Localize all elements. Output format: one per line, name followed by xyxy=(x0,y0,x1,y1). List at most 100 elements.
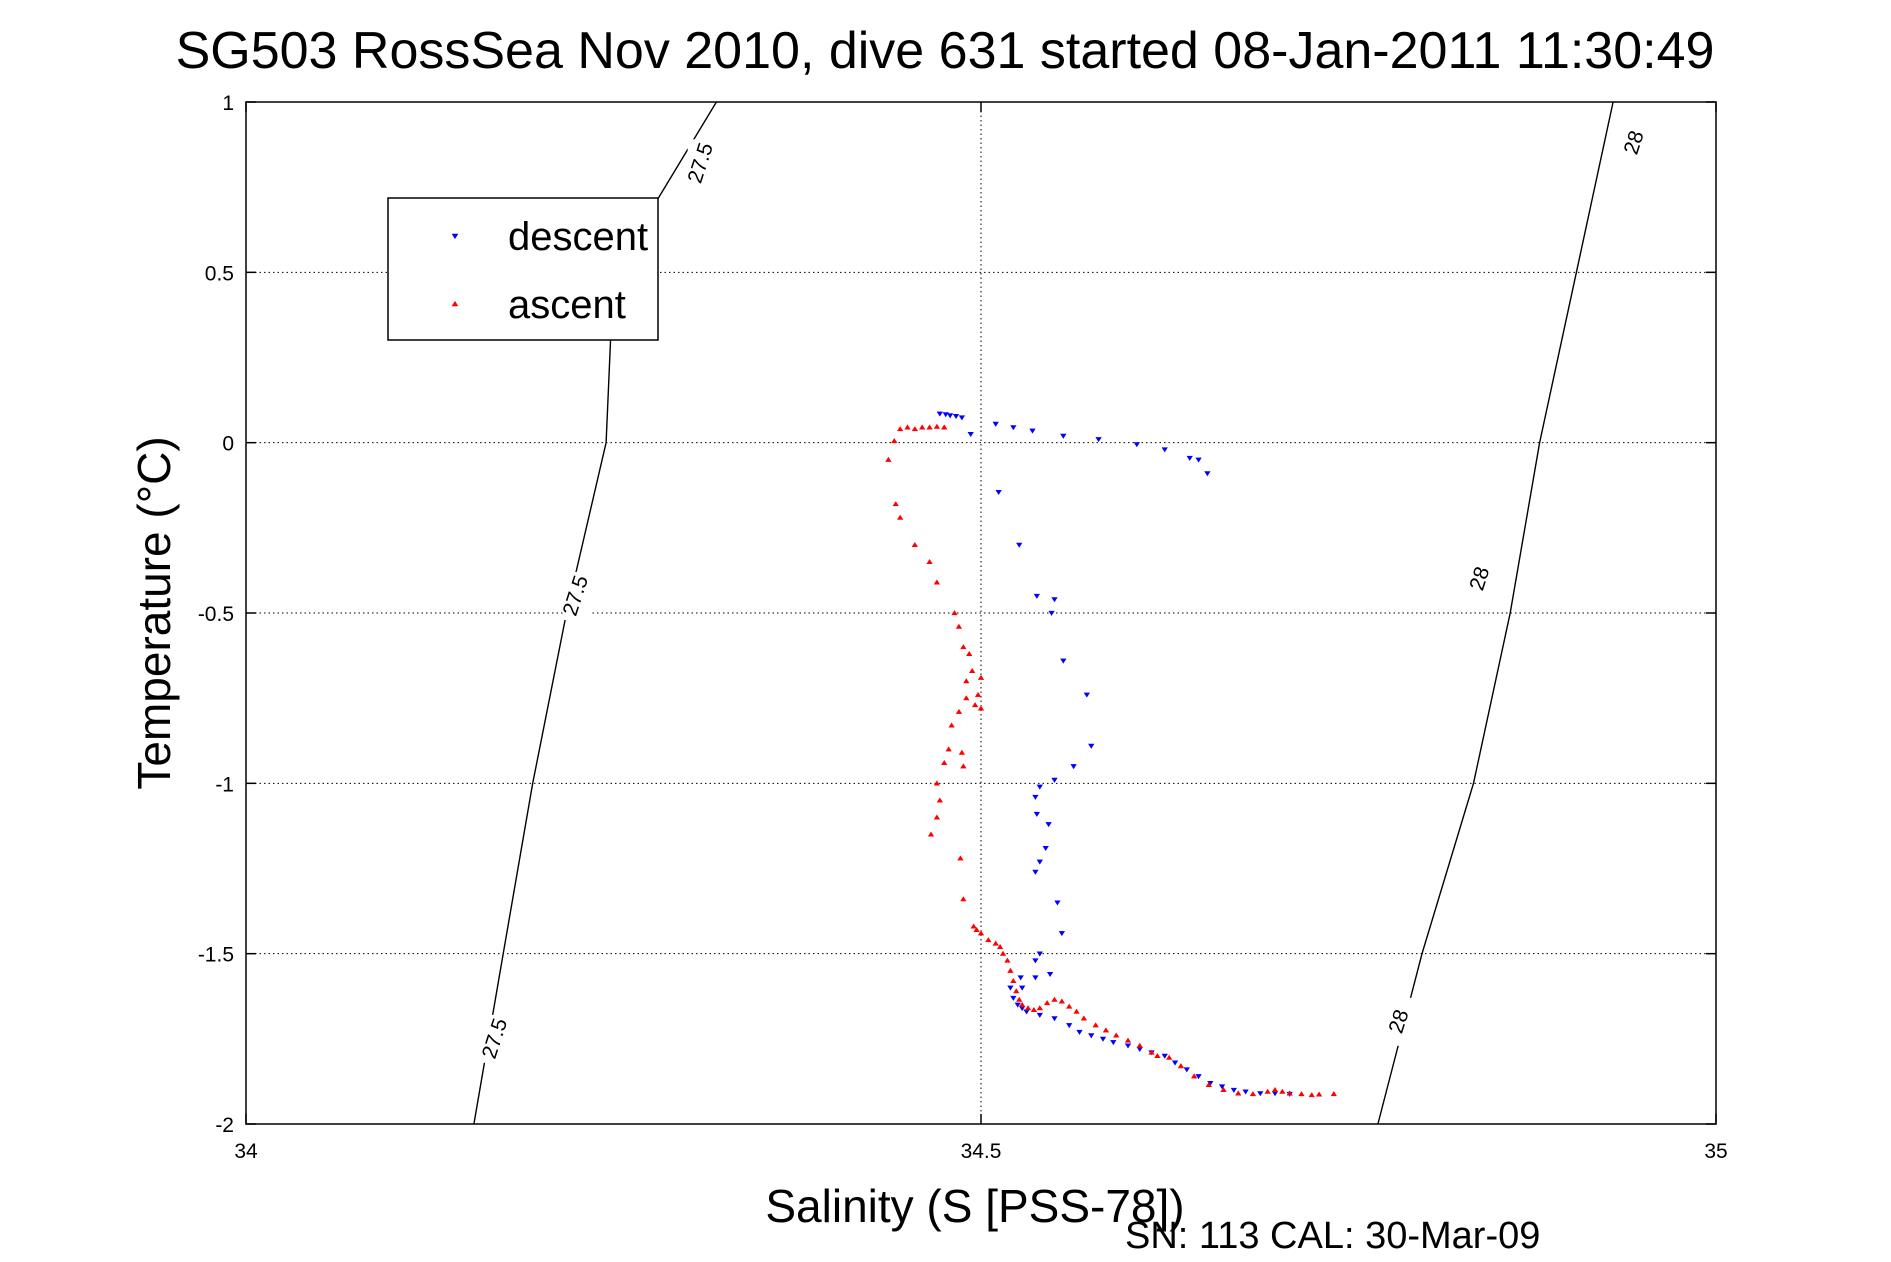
contour-label-gap xyxy=(687,139,716,188)
y-tick-label: -0.5 xyxy=(198,603,234,626)
descent-point xyxy=(1010,425,1017,431)
ascent-point xyxy=(1044,1000,1051,1006)
descent-point xyxy=(1036,1012,1043,1018)
ascent-point xyxy=(891,438,898,444)
descent-point xyxy=(1046,971,1054,978)
ascent-point xyxy=(1315,1091,1323,1097)
legend-label-descent: descent xyxy=(508,215,648,259)
ascent-point xyxy=(1279,1088,1286,1094)
ascent-point xyxy=(927,831,935,837)
ascent-point xyxy=(936,797,943,803)
ascent-point xyxy=(1019,1001,1026,1007)
descent-point xyxy=(1032,869,1039,875)
ascent-point xyxy=(933,579,941,585)
ascent-point xyxy=(966,650,973,656)
x-tick-label: 34 xyxy=(234,1140,258,1163)
descent-point xyxy=(1161,447,1168,453)
ascent-point xyxy=(892,501,899,507)
descent-point xyxy=(1033,811,1041,817)
ascent-point xyxy=(1298,1091,1305,1097)
descent-point xyxy=(1076,1029,1083,1035)
ascent-point xyxy=(996,943,1004,949)
ascent-point xyxy=(1235,1090,1242,1096)
descent-point xyxy=(1195,1074,1202,1080)
descent-point xyxy=(1183,1067,1190,1073)
ascent-point xyxy=(919,424,926,430)
ascent-point xyxy=(1205,1081,1212,1087)
descent-point xyxy=(1032,794,1039,800)
ascent-point xyxy=(973,926,980,932)
ascent-point xyxy=(933,814,941,820)
descent-point xyxy=(1171,1060,1179,1066)
ascent-point xyxy=(971,702,979,708)
descent-point xyxy=(1045,822,1052,828)
contour-label-gap xyxy=(562,571,591,620)
descent-point xyxy=(1032,975,1039,981)
descent-point xyxy=(1029,428,1036,434)
descent-point xyxy=(1042,845,1049,851)
ascent-point xyxy=(1066,1003,1073,1009)
descent-point xyxy=(1242,1089,1249,1095)
descent-point xyxy=(1095,437,1102,443)
ascent-point xyxy=(926,558,933,565)
ascent-point xyxy=(1036,1005,1043,1011)
descent-point xyxy=(952,413,960,420)
descent-point xyxy=(946,413,954,419)
ascent-point xyxy=(1220,1087,1227,1093)
ascent-point xyxy=(1102,1027,1110,1033)
descent-point xyxy=(1060,658,1067,664)
ascent-point xyxy=(970,923,977,929)
ascent-point xyxy=(1013,988,1020,994)
ascent-point xyxy=(1007,967,1014,973)
descent-point xyxy=(1257,1091,1264,1097)
ascent-point xyxy=(933,780,941,786)
ascent-point xyxy=(1191,1073,1198,1079)
ascent-point xyxy=(948,722,955,728)
contour-label-gap xyxy=(1466,554,1495,603)
descent-point xyxy=(1033,593,1041,599)
ascent-point xyxy=(1136,1042,1143,1048)
descent-point xyxy=(1054,900,1061,906)
descent-point xyxy=(992,421,999,427)
x-axis-label: Salinity (S [PSS-78]) xyxy=(765,1180,1184,1232)
legend: descent ascent xyxy=(387,197,659,341)
ascent-point xyxy=(1113,1032,1120,1038)
descent-point xyxy=(1023,1009,1030,1015)
ascent-point xyxy=(945,746,952,752)
descent-point xyxy=(1195,457,1202,463)
ascent-point xyxy=(1080,1015,1088,1021)
y-axis-label: Temperature (°C) xyxy=(128,436,180,789)
ascent-point xyxy=(958,749,966,755)
contour-label-gap xyxy=(481,1014,510,1063)
ascent-point xyxy=(941,759,948,766)
descent-point xyxy=(1051,597,1058,603)
descent-point xyxy=(1066,1023,1073,1029)
ascent-point xyxy=(974,691,982,697)
ascent-point xyxy=(960,763,967,769)
descent-point xyxy=(1048,610,1055,616)
ascent-point xyxy=(1030,1006,1038,1012)
ascent-point xyxy=(977,705,985,711)
descent-point xyxy=(1271,1091,1279,1097)
ascent-point xyxy=(1092,1022,1099,1028)
ascent-point xyxy=(969,668,976,674)
descent-point xyxy=(1036,784,1043,790)
chart-title: SG503 RossSea Nov 2010, dive 631 started… xyxy=(176,22,1715,80)
descent-point xyxy=(967,432,974,438)
descent-point xyxy=(1136,1046,1143,1052)
ascent-point xyxy=(957,855,964,861)
y-tick-label: 0.5 xyxy=(205,262,234,285)
descent-point xyxy=(936,411,943,417)
descent-point xyxy=(995,489,1002,495)
ascent-point xyxy=(1330,1091,1337,1097)
legend-marker-descent xyxy=(451,233,459,240)
data-points xyxy=(885,411,1337,1098)
legend-box xyxy=(387,197,659,341)
descent-point xyxy=(1186,455,1193,461)
y-tick-label: -1.5 xyxy=(198,944,234,967)
ascent-point xyxy=(1154,1052,1161,1058)
descent-point xyxy=(1230,1087,1237,1093)
ascent-point xyxy=(1286,1090,1293,1096)
